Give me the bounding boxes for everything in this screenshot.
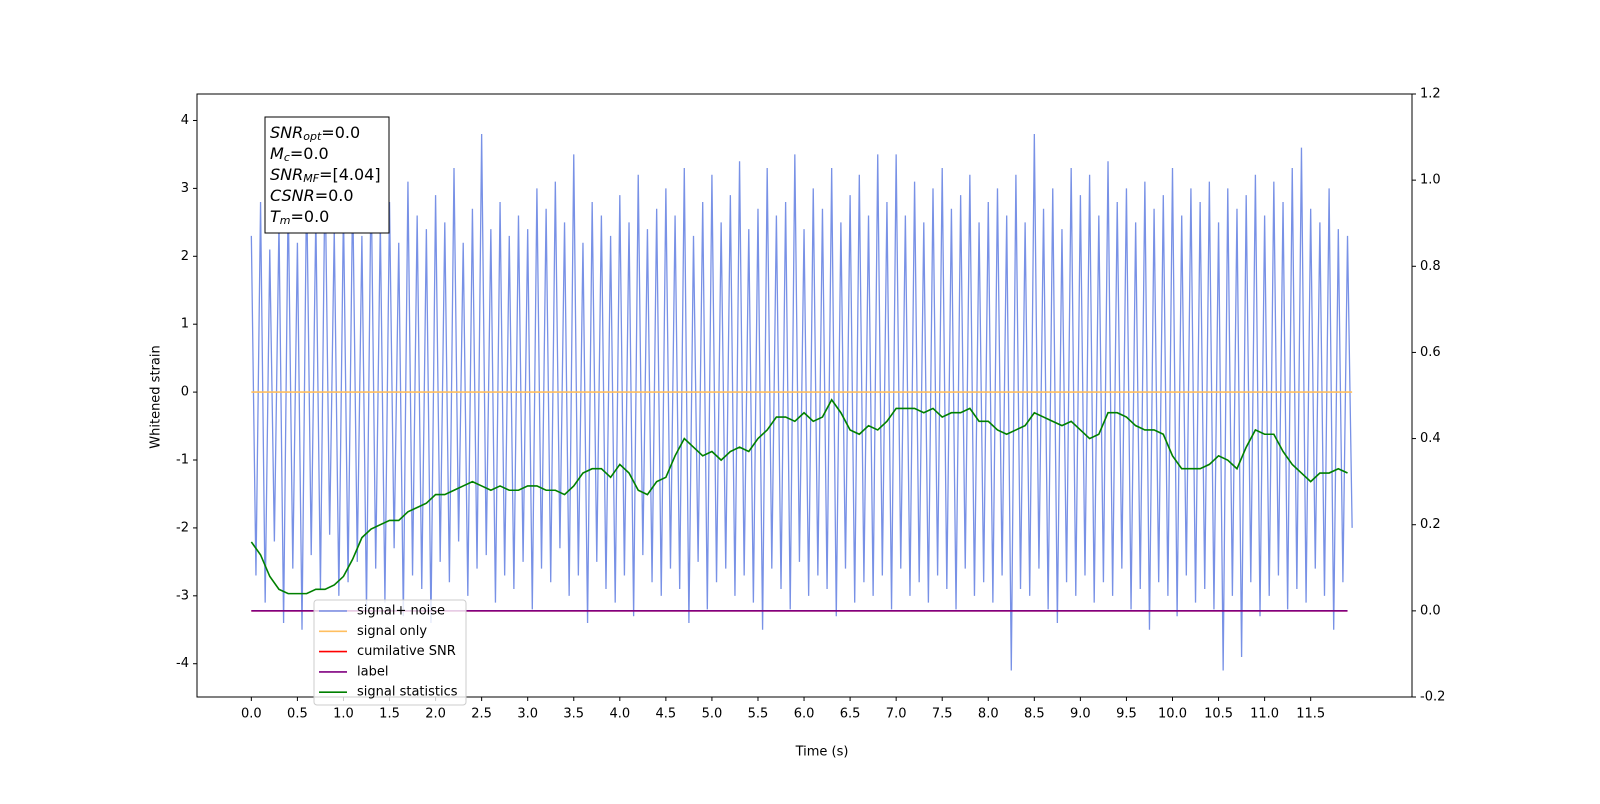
y-tick-label: -3 bbox=[176, 588, 189, 603]
y2-tick-label: 0.2 bbox=[1420, 517, 1441, 532]
stats-value: =0.0 bbox=[291, 207, 330, 226]
stats-line: SNRopt=0.0 bbox=[270, 123, 360, 144]
stats-value: =0.0 bbox=[315, 186, 354, 205]
series-line bbox=[250, 134, 1353, 671]
stats-box-frame bbox=[264, 116, 390, 234]
stats-line: CSNR=0.0 bbox=[270, 186, 354, 205]
x-tick-label: 8.0 bbox=[978, 707, 999, 722]
y2-tick-label: 0.0 bbox=[1420, 603, 1441, 618]
x-tick-label: 1.0 bbox=[333, 707, 354, 722]
stats-subscript: m bbox=[280, 214, 291, 227]
x-tick-label: 10.0 bbox=[1158, 707, 1187, 722]
legend-label: signal only bbox=[357, 624, 427, 639]
stats-subscript: MF bbox=[303, 172, 319, 185]
stats-value: =0.0 bbox=[290, 144, 329, 163]
stats-symbol: CSNR bbox=[270, 186, 315, 205]
stats-subscript: opt bbox=[303, 130, 322, 143]
legend-label: signal statistics bbox=[357, 685, 458, 700]
legend-label: signal+ noise bbox=[357, 604, 445, 619]
x-tick-label: 3.5 bbox=[563, 707, 584, 722]
y-tick-label: 1 bbox=[181, 317, 189, 332]
x-tick-label: 7.5 bbox=[932, 707, 953, 722]
y2-tick-label: 0.6 bbox=[1420, 345, 1441, 360]
y2-tick-label: -0.2 bbox=[1420, 690, 1445, 705]
stats-line: SNRMF=[4.04] bbox=[270, 165, 381, 186]
y2-tick-label: 0.8 bbox=[1420, 259, 1441, 274]
x-tick-label: 10.5 bbox=[1204, 707, 1233, 722]
y2-tick-label: 1.0 bbox=[1420, 173, 1441, 188]
x-tick-label: 5.0 bbox=[702, 707, 723, 722]
stats-value: =0.0 bbox=[321, 123, 360, 142]
x-tick-label: 2.5 bbox=[471, 707, 492, 722]
series-line bbox=[250, 398, 1348, 595]
legend: signal+ noise signal only cumilative SNR la… bbox=[313, 599, 467, 706]
stats-line: Mc=0.0 bbox=[270, 144, 329, 165]
stats-symbol: SNR bbox=[270, 165, 303, 184]
x-tick-label: 4.0 bbox=[609, 707, 630, 722]
x-tick-label: 1.5 bbox=[379, 707, 400, 722]
x-tick-label: 5.5 bbox=[748, 707, 769, 722]
y-tick-label: -4 bbox=[176, 656, 189, 671]
y2-tick-label: 1.2 bbox=[1420, 87, 1441, 102]
legend-label: cumilative SNR bbox=[357, 644, 456, 659]
x-tick-label: 3.0 bbox=[517, 707, 538, 722]
x-tick-label: 6.0 bbox=[794, 707, 815, 722]
y-tick-label: 4 bbox=[181, 113, 189, 128]
x-tick-label: 11.0 bbox=[1250, 707, 1279, 722]
x-axis-label: Time (s) bbox=[795, 745, 849, 760]
x-tick-label: 9.0 bbox=[1070, 707, 1091, 722]
x-tick-label: 9.5 bbox=[1116, 707, 1137, 722]
x-tick-label: 6.5 bbox=[840, 707, 861, 722]
x-tick-label: 11.5 bbox=[1296, 707, 1325, 722]
y-tick-label: 0 bbox=[181, 385, 189, 400]
stats-line: Tm=0.0 bbox=[270, 207, 329, 228]
legend-frame bbox=[313, 599, 467, 706]
y-tick-label: -1 bbox=[176, 453, 189, 468]
x-tick-label: 2.0 bbox=[425, 707, 446, 722]
stats-value: =[4.04] bbox=[319, 165, 381, 184]
stats-symbol: SNR bbox=[270, 123, 303, 142]
x-tick-label: 0.5 bbox=[287, 707, 308, 722]
stats-subscript: c bbox=[284, 151, 290, 164]
y-axis-label: Whitened strain bbox=[149, 345, 164, 448]
y-tick-label: -2 bbox=[176, 520, 189, 535]
x-tick-label: 4.5 bbox=[656, 707, 677, 722]
legend-label: label bbox=[357, 664, 388, 679]
stats-box: SNRopt=0.0Mc=0.0SNRMF=[4.04]CSNR=0.0Tm=0… bbox=[264, 116, 390, 234]
stats-symbol: M bbox=[270, 144, 284, 163]
y-tick-label: 2 bbox=[181, 249, 189, 264]
y-tick-label: 3 bbox=[181, 181, 189, 196]
x-tick-label: 7.0 bbox=[886, 707, 907, 722]
x-tick-label: 8.5 bbox=[1024, 707, 1045, 722]
stats-symbol: T bbox=[270, 207, 281, 226]
x-tick-label: 0.0 bbox=[241, 707, 262, 722]
y2-tick-label: 0.4 bbox=[1420, 431, 1441, 446]
